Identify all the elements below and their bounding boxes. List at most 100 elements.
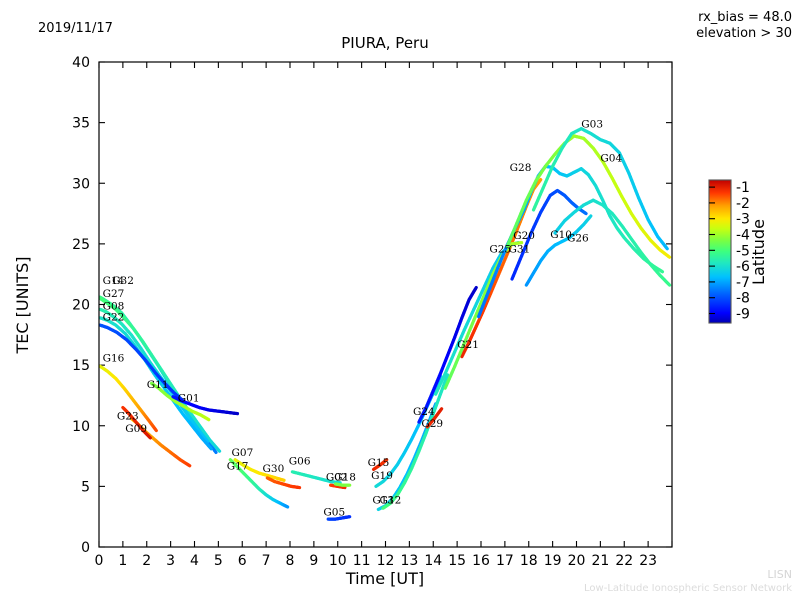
colorbar-title: Latitude	[749, 219, 768, 285]
trace-segment	[583, 211, 588, 216]
x-tick-label: 15	[448, 553, 466, 569]
y-tick-label: 20	[72, 298, 90, 314]
x-tick-label: 17	[496, 553, 514, 569]
trace-segment	[206, 417, 211, 422]
satellite-label-g23: G23	[117, 411, 139, 423]
page-title: PIURA, Peru	[341, 34, 428, 52]
trace-segment	[666, 254, 672, 259]
trace-g02	[328, 483, 347, 490]
watermark-lisn: LISN	[767, 568, 792, 581]
trace-g01	[171, 395, 240, 416]
trace-g06	[290, 470, 342, 485]
satellite-label-g14: G14	[103, 275, 125, 287]
trace-segment	[664, 245, 669, 251]
trace-segment	[216, 448, 222, 453]
satellite-label-g28: G28	[510, 162, 532, 174]
trace-segment	[588, 214, 593, 219]
satellite-label-g17: G17	[227, 460, 249, 472]
colorbar-tick-label: -5	[736, 243, 750, 259]
y-axis-title: TEC [UNITS]	[13, 257, 32, 355]
satellite-label-g25: G25	[489, 243, 511, 255]
trace-segment	[659, 269, 665, 274]
colorbar-tick-label: -7	[736, 275, 750, 291]
y-tick-label: 10	[72, 419, 90, 435]
trace-g12	[381, 373, 450, 510]
axes: 0 1 2 3 4 5 6 7 8 9 10 11 12 13 14 15 16 17 18 19 20 21 22 2305…	[72, 55, 673, 569]
trace-g24	[417, 285, 478, 424]
date-text: 2019/11/17	[38, 21, 113, 36]
y-tick-label: 15	[72, 358, 90, 374]
trace-segment	[147, 435, 152, 440]
satellite-label-g20: G20	[513, 230, 535, 242]
x-tick-label: 12	[377, 553, 395, 569]
x-tick-label: 4	[190, 553, 199, 569]
trace-g10	[510, 188, 588, 281]
colorbar-tick-label: -1	[736, 180, 750, 196]
satellite-label-g08: G08	[103, 300, 125, 312]
trace-g04	[553, 198, 672, 287]
x-tick-label: 5	[214, 553, 223, 569]
colorbar-tick-label: -4	[736, 228, 750, 244]
satellite-label-g15: G15	[368, 457, 390, 469]
plot-frame	[98, 61, 673, 548]
trace-g17	[228, 458, 290, 509]
satellite-label-g24: G24	[413, 406, 435, 418]
y-tick-label: 25	[72, 237, 90, 253]
trace-segment	[473, 285, 478, 291]
trace-segment	[208, 445, 213, 451]
satellite-label-g30: G30	[263, 463, 285, 475]
colorbar-tick-label: -6	[736, 259, 750, 275]
trace-segment	[213, 448, 218, 455]
satellite-label-g13: G13	[372, 494, 394, 506]
satellite-label-g06: G06	[289, 456, 311, 468]
colorbar-gradient	[709, 180, 731, 323]
x-tick-label: 11	[353, 553, 371, 569]
y-tick-label: 35	[72, 116, 90, 132]
x-tick-label: 21	[591, 553, 609, 569]
y-tick-label: 0	[81, 540, 90, 556]
x-tick-label: 16	[472, 553, 490, 569]
trace-g07	[233, 458, 286, 482]
trace-g26	[524, 214, 593, 287]
trace-segment	[204, 438, 210, 444]
x-tick-label: 6	[238, 553, 247, 569]
satellite-label-g02: G02	[326, 471, 348, 483]
x-tick-label: 8	[286, 553, 295, 569]
satellite-label-g26: G26	[567, 232, 589, 244]
trace-g18	[333, 482, 352, 487]
satellite-label-g03: G03	[581, 118, 603, 130]
x-tick-label: 0	[95, 553, 104, 569]
trace-g05	[326, 515, 352, 521]
satellite-label-g29: G29	[421, 418, 443, 430]
x-tick-label: 18	[520, 553, 538, 569]
satellite-label-g22: G22	[103, 311, 125, 323]
satellite-label-g27: G27	[103, 288, 125, 300]
trace-g29	[425, 407, 444, 429]
colorbar-frame	[708, 179, 732, 324]
satellite-label-g21: G21	[457, 339, 479, 351]
satellite-label-g04: G04	[600, 152, 622, 164]
x-tick-label: 14	[424, 553, 442, 569]
y-tick-label: 5	[81, 479, 90, 495]
colorbar-tick-label: -8	[736, 291, 750, 307]
x-tick-label: 2	[142, 553, 151, 569]
trace-g16	[99, 364, 158, 433]
satellite-label-g32: G32	[112, 275, 134, 287]
trace-segment	[186, 463, 192, 468]
satellite-label-g01: G01	[178, 393, 200, 405]
satellite-label-g18: G18	[334, 471, 356, 483]
x-tick-label: 10	[329, 553, 347, 569]
watermark-full-name: Low-Latitude Ionospheric Sensor Network	[584, 583, 792, 594]
satellite-label-g16: G16	[103, 352, 125, 364]
satellite-label-g09: G09	[125, 423, 147, 435]
data-traces	[99, 127, 672, 521]
satellite-label-g19: G19	[371, 470, 393, 482]
trace-segment	[666, 282, 672, 287]
x-tick-label: 20	[568, 553, 586, 569]
trace-g03	[531, 127, 669, 251]
satellite-label-g05: G05	[323, 506, 345, 518]
satellite-label-g31: G31	[508, 243, 530, 255]
